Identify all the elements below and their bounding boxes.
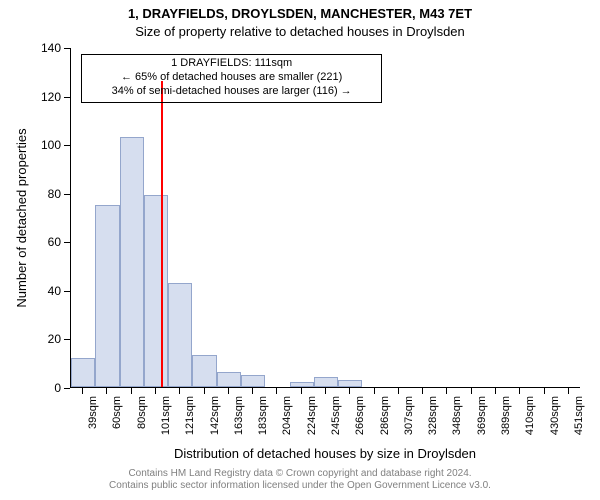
x-tick (228, 388, 229, 394)
x-tick-label: 101sqm (160, 396, 172, 446)
y-tick-label: 100 (41, 138, 61, 152)
footer-attribution: Contains HM Land Registry data © Crown c… (0, 468, 600, 492)
x-tick (82, 388, 83, 394)
x-tick-label: 245sqm (330, 396, 342, 446)
histogram-bar (95, 205, 119, 387)
histogram-bar (314, 377, 338, 387)
y-tick-label: 120 (41, 90, 61, 104)
x-tick (495, 388, 496, 394)
x-tick (179, 388, 180, 394)
histogram-bar (144, 195, 168, 387)
x-tick (106, 388, 107, 394)
x-tick-label: 369sqm (476, 396, 488, 446)
y-tick-label: 20 (48, 332, 61, 346)
y-tick (64, 388, 70, 389)
x-tick-label: 328sqm (427, 396, 439, 446)
x-tick (301, 388, 302, 394)
x-tick (374, 388, 375, 394)
histogram-bar (290, 382, 314, 387)
y-tick (64, 48, 70, 49)
histogram-bar (338, 380, 362, 387)
y-tick-label: 0 (54, 381, 61, 395)
histogram-bar (192, 355, 216, 387)
x-tick-label: 80sqm (136, 396, 148, 446)
x-tick-label: 348sqm (451, 396, 463, 446)
annotation-line: 1 DRAYFIELDS: 111sqm (82, 57, 381, 71)
chart-container: 1, DRAYFIELDS, DROYLSDEN, MANCHESTER, M4… (0, 0, 600, 500)
histogram-bar (168, 283, 192, 387)
y-tick (64, 194, 70, 195)
y-tick-label: 40 (48, 284, 61, 298)
histogram-bar (120, 137, 144, 387)
footer-line-1: Contains HM Land Registry data © Crown c… (0, 468, 600, 480)
x-tick-label: 224sqm (306, 396, 318, 446)
plot-area: 1 DRAYFIELDS: 111sqm← 65% of detached ho… (70, 48, 580, 388)
x-tick-label: 307sqm (403, 396, 415, 446)
x-tick (276, 388, 277, 394)
y-tick-label: 140 (41, 41, 61, 55)
x-tick-label: 410sqm (524, 396, 536, 446)
x-tick-label: 163sqm (233, 396, 245, 446)
chart-subtitle: Size of property relative to detached ho… (0, 24, 600, 39)
x-tick (349, 388, 350, 394)
x-tick (155, 388, 156, 394)
x-tick-label: 60sqm (111, 396, 123, 446)
x-tick (131, 388, 132, 394)
x-tick (325, 388, 326, 394)
annotation-line: ← 65% of detached houses are smaller (22… (82, 71, 381, 85)
x-tick (544, 388, 545, 394)
chart-title: 1, DRAYFIELDS, DROYLSDEN, MANCHESTER, M4… (0, 6, 600, 21)
x-tick (471, 388, 472, 394)
reference-line (161, 81, 163, 387)
y-tick (64, 97, 70, 98)
y-tick (64, 291, 70, 292)
y-axis-label: Number of detached properties (14, 48, 29, 388)
x-tick-label: 121sqm (184, 396, 196, 446)
x-tick-label: 204sqm (281, 396, 293, 446)
x-tick (568, 388, 569, 394)
annotation-box: 1 DRAYFIELDS: 111sqm← 65% of detached ho… (81, 54, 382, 103)
x-tick-label: 142sqm (209, 396, 221, 446)
x-tick-label: 430sqm (549, 396, 561, 446)
x-tick (446, 388, 447, 394)
x-tick (519, 388, 520, 394)
x-tick-label: 451sqm (573, 396, 585, 446)
annotation-line: 34% of semi-detached houses are larger (… (82, 85, 381, 99)
x-tick-label: 286sqm (379, 396, 391, 446)
histogram-bar (71, 358, 95, 387)
x-tick-label: 183sqm (257, 396, 269, 446)
footer-line-2: Contains public sector information licen… (0, 480, 600, 492)
y-tick-label: 60 (48, 235, 61, 249)
y-tick (64, 242, 70, 243)
histogram-bar (241, 375, 265, 387)
x-tick (398, 388, 399, 394)
y-tick (64, 145, 70, 146)
x-tick-label: 39sqm (87, 396, 99, 446)
y-tick (64, 339, 70, 340)
x-tick-label: 266sqm (354, 396, 366, 446)
x-axis-label: Distribution of detached houses by size … (70, 446, 580, 461)
y-tick-label: 80 (48, 187, 61, 201)
x-tick (204, 388, 205, 394)
histogram-bar (217, 372, 241, 387)
x-tick (422, 388, 423, 394)
x-tick (252, 388, 253, 394)
x-tick-label: 389sqm (500, 396, 512, 446)
